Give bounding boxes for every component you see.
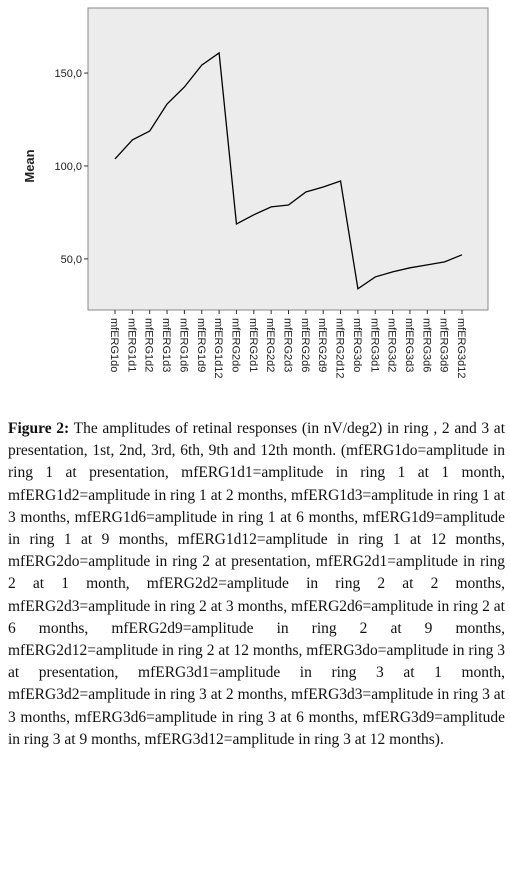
data-line	[114, 51, 463, 290]
x-tick-label: mfERG2do	[229, 318, 241, 372]
caption-text: The amplitudes of retinal responses (in …	[8, 420, 505, 748]
x-tick-label: mfERG1d3	[160, 318, 172, 372]
x-tick-label: mfERG1d12	[212, 318, 224, 379]
plot-area	[87, 7, 489, 311]
x-tick-label: mfERG3d12	[455, 318, 467, 379]
x-tick-label: mfERG1d9	[195, 318, 207, 372]
x-tick-label: mfERG3d2	[386, 318, 398, 372]
x-tick-label: mfERG3do	[351, 318, 363, 372]
y-axis-label: Mean	[22, 149, 37, 182]
x-tick-label: mfERG2d3	[282, 318, 294, 372]
x-tick-label: mfERG2d1	[247, 318, 259, 372]
x-tick-label: mfERG2d2	[264, 318, 276, 372]
x-tick-label: mfERG1d2	[143, 318, 155, 372]
x-tick-label: mfERG1d6	[177, 318, 189, 372]
chart: Mean 50,0 100,0 150,0 mfERG1do mfERG1d1 mfERG…	[22, 7, 489, 379]
caption-label: Figure 2:	[8, 420, 70, 437]
x-tick-label: mfERG1do	[108, 318, 120, 372]
x-tick-label: mfERG3d1	[368, 318, 380, 372]
x-tick-label: mfERG2d9	[316, 318, 328, 372]
x-tick-label: mfERG2d6	[299, 318, 311, 372]
x-tick-label: mfERG3d3	[403, 318, 415, 372]
figure-caption: Figure 2: The amplitudes of retinal resp…	[8, 418, 505, 751]
x-tick-label: mfERG1d1	[125, 318, 137, 372]
y-tick-label: 50,0	[61, 254, 82, 266]
x-tick-label: mfERG3d6	[420, 318, 432, 372]
x-tick-label: mfERG2d12	[334, 318, 346, 379]
y-tick-label: 100,0	[54, 161, 82, 173]
y-tick-label: 150,0	[54, 68, 82, 80]
x-tick-label: mfERG3d9	[438, 318, 450, 372]
